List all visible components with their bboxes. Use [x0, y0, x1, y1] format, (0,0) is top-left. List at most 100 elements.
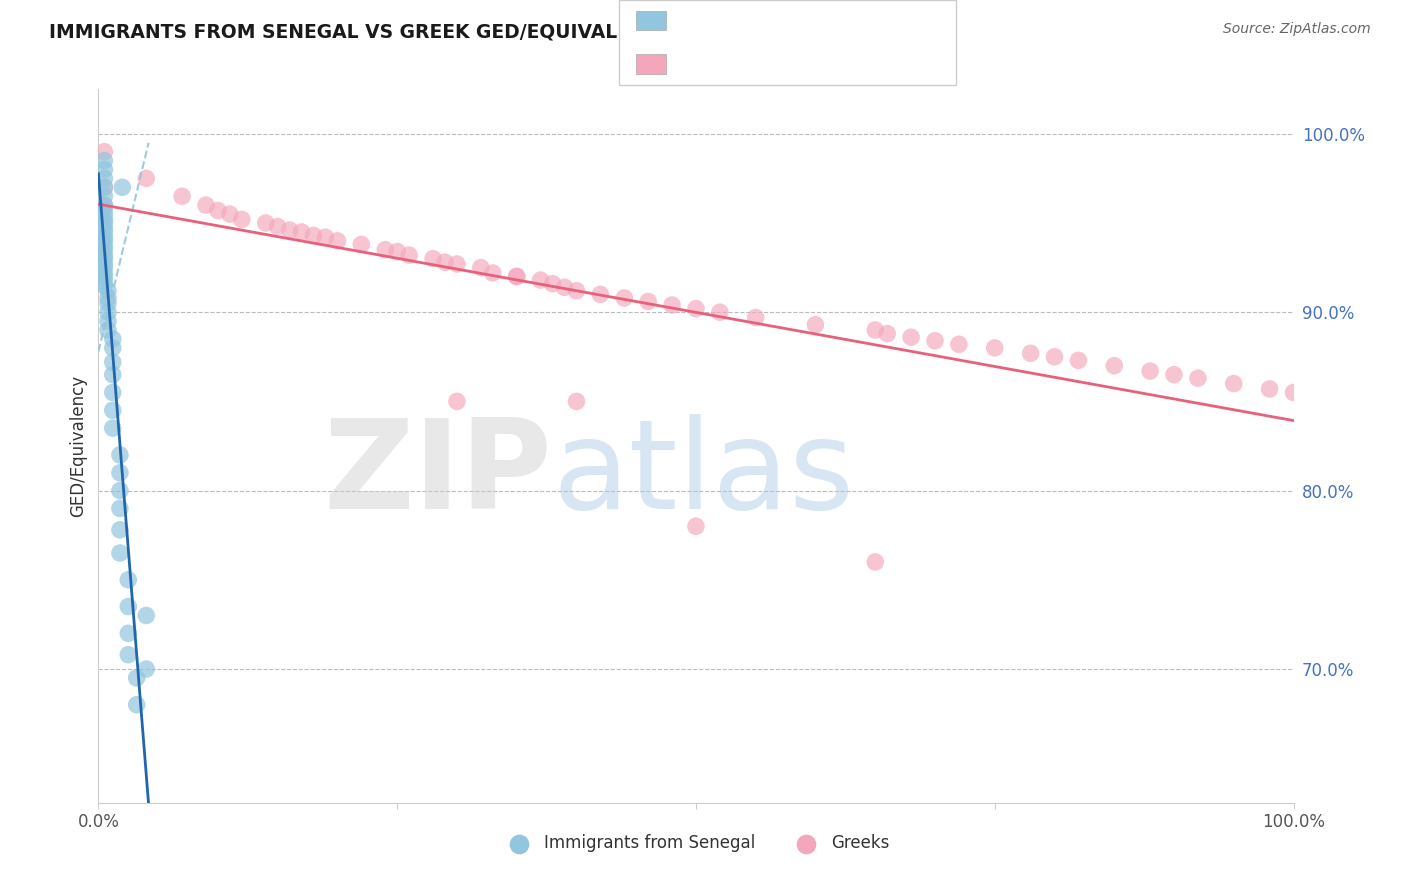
Text: atlas: atlas	[553, 414, 855, 535]
Point	[101, 403, 124, 417]
Point	[117, 573, 139, 587]
Point	[108, 466, 131, 480]
Point	[97, 291, 120, 305]
Point	[506, 269, 529, 284]
Point	[108, 523, 131, 537]
Point	[350, 237, 373, 252]
Point	[93, 275, 115, 289]
Point	[111, 180, 134, 194]
Point	[172, 189, 194, 203]
Point	[93, 202, 115, 216]
Point	[93, 225, 115, 239]
Point	[93, 171, 115, 186]
Point	[101, 368, 124, 382]
Point	[93, 153, 115, 168]
Point	[97, 305, 120, 319]
Point	[278, 223, 301, 237]
Point	[195, 198, 218, 212]
Point	[93, 180, 115, 194]
Point	[1258, 382, 1281, 396]
Point	[1139, 364, 1161, 378]
Point	[446, 257, 468, 271]
Point	[117, 626, 139, 640]
Point	[93, 269, 115, 284]
Point	[101, 341, 124, 355]
Point	[326, 234, 349, 248]
Point	[385, 244, 409, 259]
Point	[291, 225, 314, 239]
Text: R = 0.337: R = 0.337	[678, 12, 768, 29]
Point	[93, 234, 115, 248]
Point	[865, 555, 887, 569]
Point	[108, 483, 131, 498]
Point	[530, 273, 553, 287]
Point	[117, 599, 139, 614]
Point	[1043, 350, 1066, 364]
Point	[745, 310, 768, 325]
Text: ZIP: ZIP	[323, 414, 553, 535]
Point	[93, 260, 115, 275]
Point	[93, 278, 115, 293]
Point	[422, 252, 444, 266]
Point	[101, 421, 124, 435]
Point	[97, 323, 120, 337]
Point	[108, 501, 131, 516]
Point	[1019, 346, 1042, 360]
Text: Source: ZipAtlas.com: Source: ZipAtlas.com	[1223, 22, 1371, 37]
Point	[125, 698, 148, 712]
Point	[804, 318, 827, 332]
Text: IMMIGRANTS FROM SENEGAL VS GREEK GED/EQUIVALENCY CORRELATION CHART: IMMIGRANTS FROM SENEGAL VS GREEK GED/EQU…	[49, 22, 904, 41]
Point	[108, 448, 131, 462]
Point	[613, 291, 636, 305]
Point	[101, 355, 124, 369]
Point	[101, 385, 124, 400]
Point	[565, 394, 588, 409]
Point	[93, 230, 115, 244]
Point	[93, 162, 115, 177]
Point	[135, 662, 157, 676]
Point	[117, 648, 139, 662]
Point	[93, 248, 115, 262]
Point	[93, 180, 115, 194]
Point	[101, 332, 124, 346]
Point	[685, 519, 707, 533]
Point	[876, 326, 898, 341]
Point	[93, 212, 115, 227]
Point	[125, 671, 148, 685]
Point	[302, 228, 325, 243]
Point	[93, 257, 115, 271]
Point	[374, 243, 396, 257]
Text: R = 0.156: R = 0.156	[678, 55, 768, 73]
Point	[135, 171, 157, 186]
Point	[398, 248, 420, 262]
Point	[1067, 353, 1090, 368]
Point	[434, 255, 457, 269]
Point	[1223, 376, 1246, 391]
Point	[541, 277, 564, 291]
Point	[93, 266, 115, 280]
Point	[984, 341, 1007, 355]
Point	[661, 298, 683, 312]
Point	[470, 260, 492, 275]
Point	[685, 301, 707, 316]
Point	[565, 284, 588, 298]
Point	[709, 305, 731, 319]
Point	[254, 216, 277, 230]
Point	[231, 212, 253, 227]
Point	[93, 243, 115, 257]
Point	[865, 323, 887, 337]
Point	[97, 284, 120, 298]
Point	[93, 221, 115, 235]
Point	[948, 337, 970, 351]
Point	[1104, 359, 1126, 373]
Point	[97, 314, 120, 328]
Point	[97, 296, 120, 310]
Point	[108, 546, 131, 560]
Point	[219, 207, 242, 221]
Point	[93, 189, 115, 203]
Point	[267, 219, 290, 234]
Point	[1282, 385, 1305, 400]
Text: N = 52: N = 52	[807, 12, 870, 29]
Point	[93, 216, 115, 230]
Point	[446, 394, 468, 409]
